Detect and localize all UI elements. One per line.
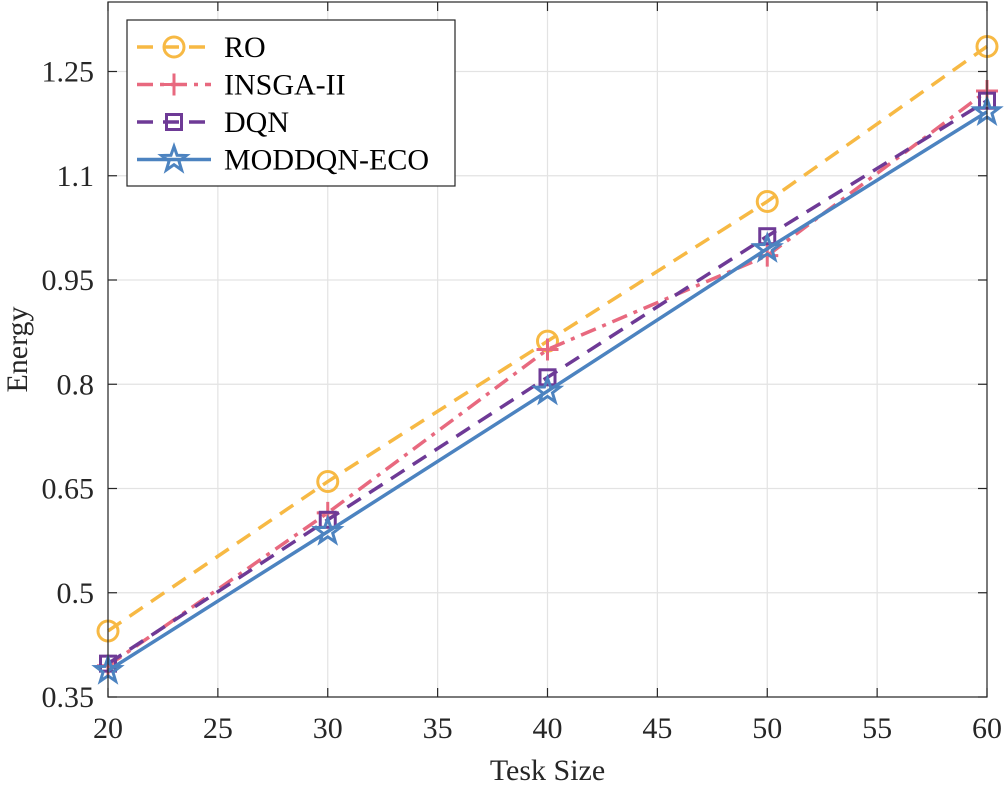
y-tick-label: 1.1 [57,160,95,193]
data-point-star [157,141,191,174]
legend-label: RO [224,31,266,64]
x-tick-label: 50 [752,712,782,745]
data-point-circle [755,189,779,213]
legend-item: MODDQN-ECO [137,141,429,177]
legend-item: DQN [137,106,289,139]
data-point-star [530,373,565,406]
x-tick-label: 60 [972,712,1002,745]
x-axis-title: Tesk Size [490,754,605,785]
y-axis-title: Energy [1,306,34,392]
tick-labels: 20 25 30 35 40 45 50 55 60 0.35 0.5 0.65 0.8 0.95 1.1 1… [42,56,1003,746]
data-point-square [318,510,337,529]
data-point-circle [162,35,186,59]
legend-item: INSGA-II [137,69,346,102]
x-tick-label: 40 [533,712,563,745]
data-point-circle [316,470,340,494]
x-tick-label: 55 [862,712,892,745]
series-line [107,89,989,668]
y-tick-label: 1.25 [42,56,95,89]
x-tick-label: 35 [423,712,453,745]
data-point-plus [163,73,185,96]
y-tick-label: 0.95 [42,264,95,297]
data-point-square [758,227,777,246]
data-point-square [538,368,557,387]
data-point-plus [536,338,559,361]
data-point-star [750,231,784,263]
x-tick-label: 20 [93,712,123,745]
y-tick-label: 0.65 [42,473,95,506]
y-tick-label: 0.5 [57,577,95,610]
data-point-square [165,113,183,131]
legend: RO INSGA-II DQN MODDQN-ECO [126,19,456,187]
ticks [107,2,988,698]
x-tick-label: 25 [203,712,233,745]
x-tick-label: 30 [313,712,343,745]
legend-label: DQN [224,106,289,139]
x-tick-label: 45 [642,712,672,745]
data-point-star [311,514,345,546]
legend-label: INSGA-II [224,69,346,102]
y-tick-label: 0.8 [57,368,95,401]
series-line [107,110,988,673]
legend-item: RO [137,31,266,64]
legend-label: MODDQN-ECO [224,144,429,177]
y-tick-label: 0.35 [42,681,95,714]
